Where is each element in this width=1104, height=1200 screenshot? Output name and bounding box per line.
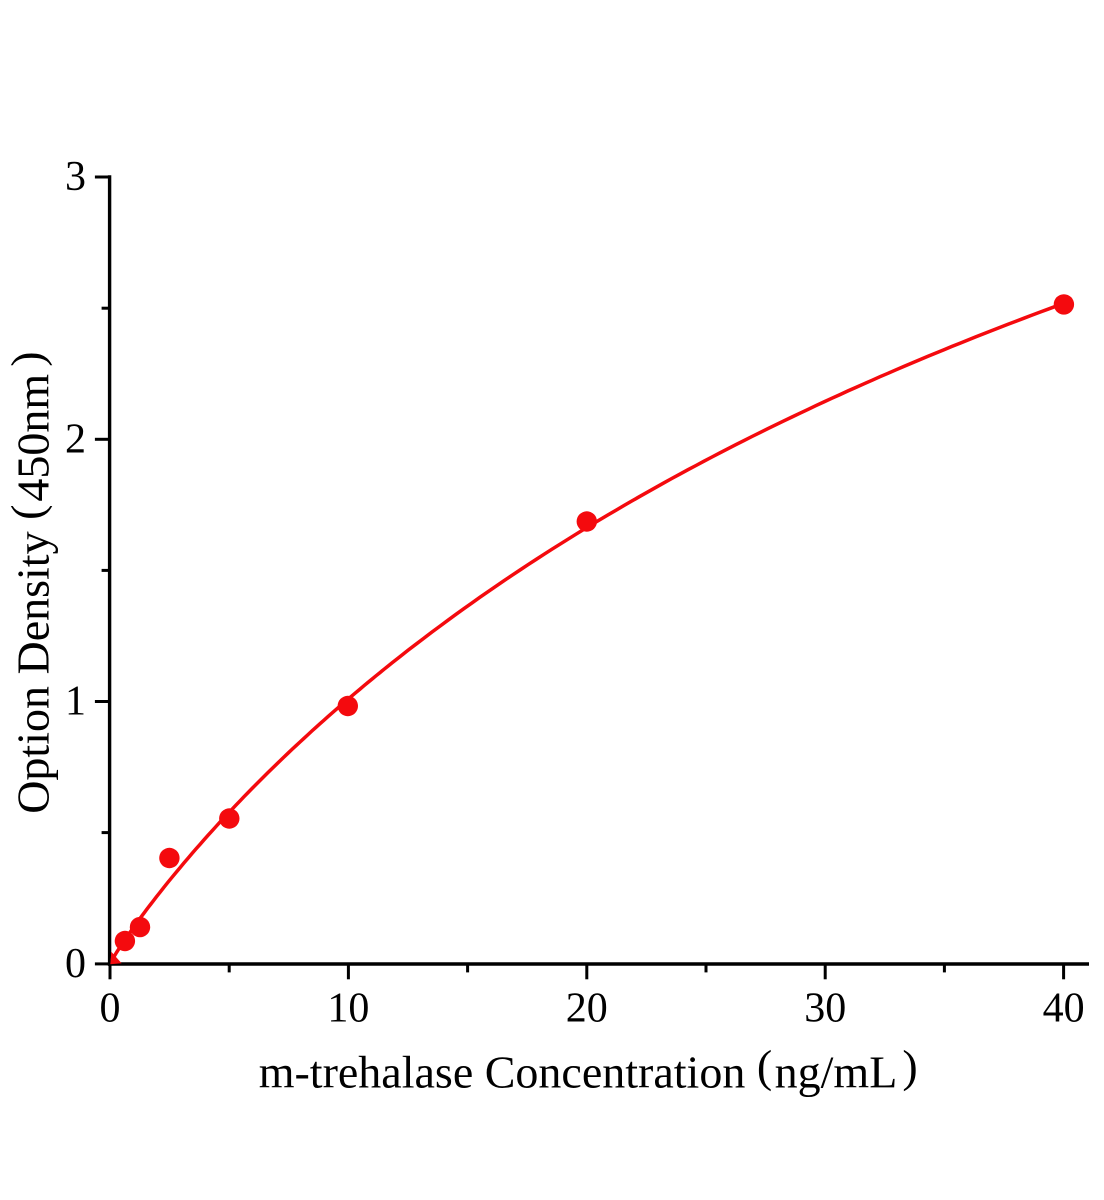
svg-text:20: 20 [566, 986, 608, 1032]
svg-text:30: 30 [804, 986, 846, 1032]
svg-text:3: 3 [65, 154, 86, 200]
svg-text:10: 10 [327, 986, 369, 1032]
svg-text:Option Density (450nm): Option Density (450nm) [2, 351, 59, 813]
svg-text:0: 0 [65, 941, 86, 987]
svg-text:1: 1 [65, 679, 86, 725]
svg-text:40: 40 [1043, 986, 1085, 1032]
svg-text:0: 0 [100, 986, 121, 1032]
svg-text:m-trehalase Concentration (ng/: m-trehalase Concentration (ng/mL) [259, 1041, 918, 1098]
svg-text:2: 2 [65, 416, 86, 462]
